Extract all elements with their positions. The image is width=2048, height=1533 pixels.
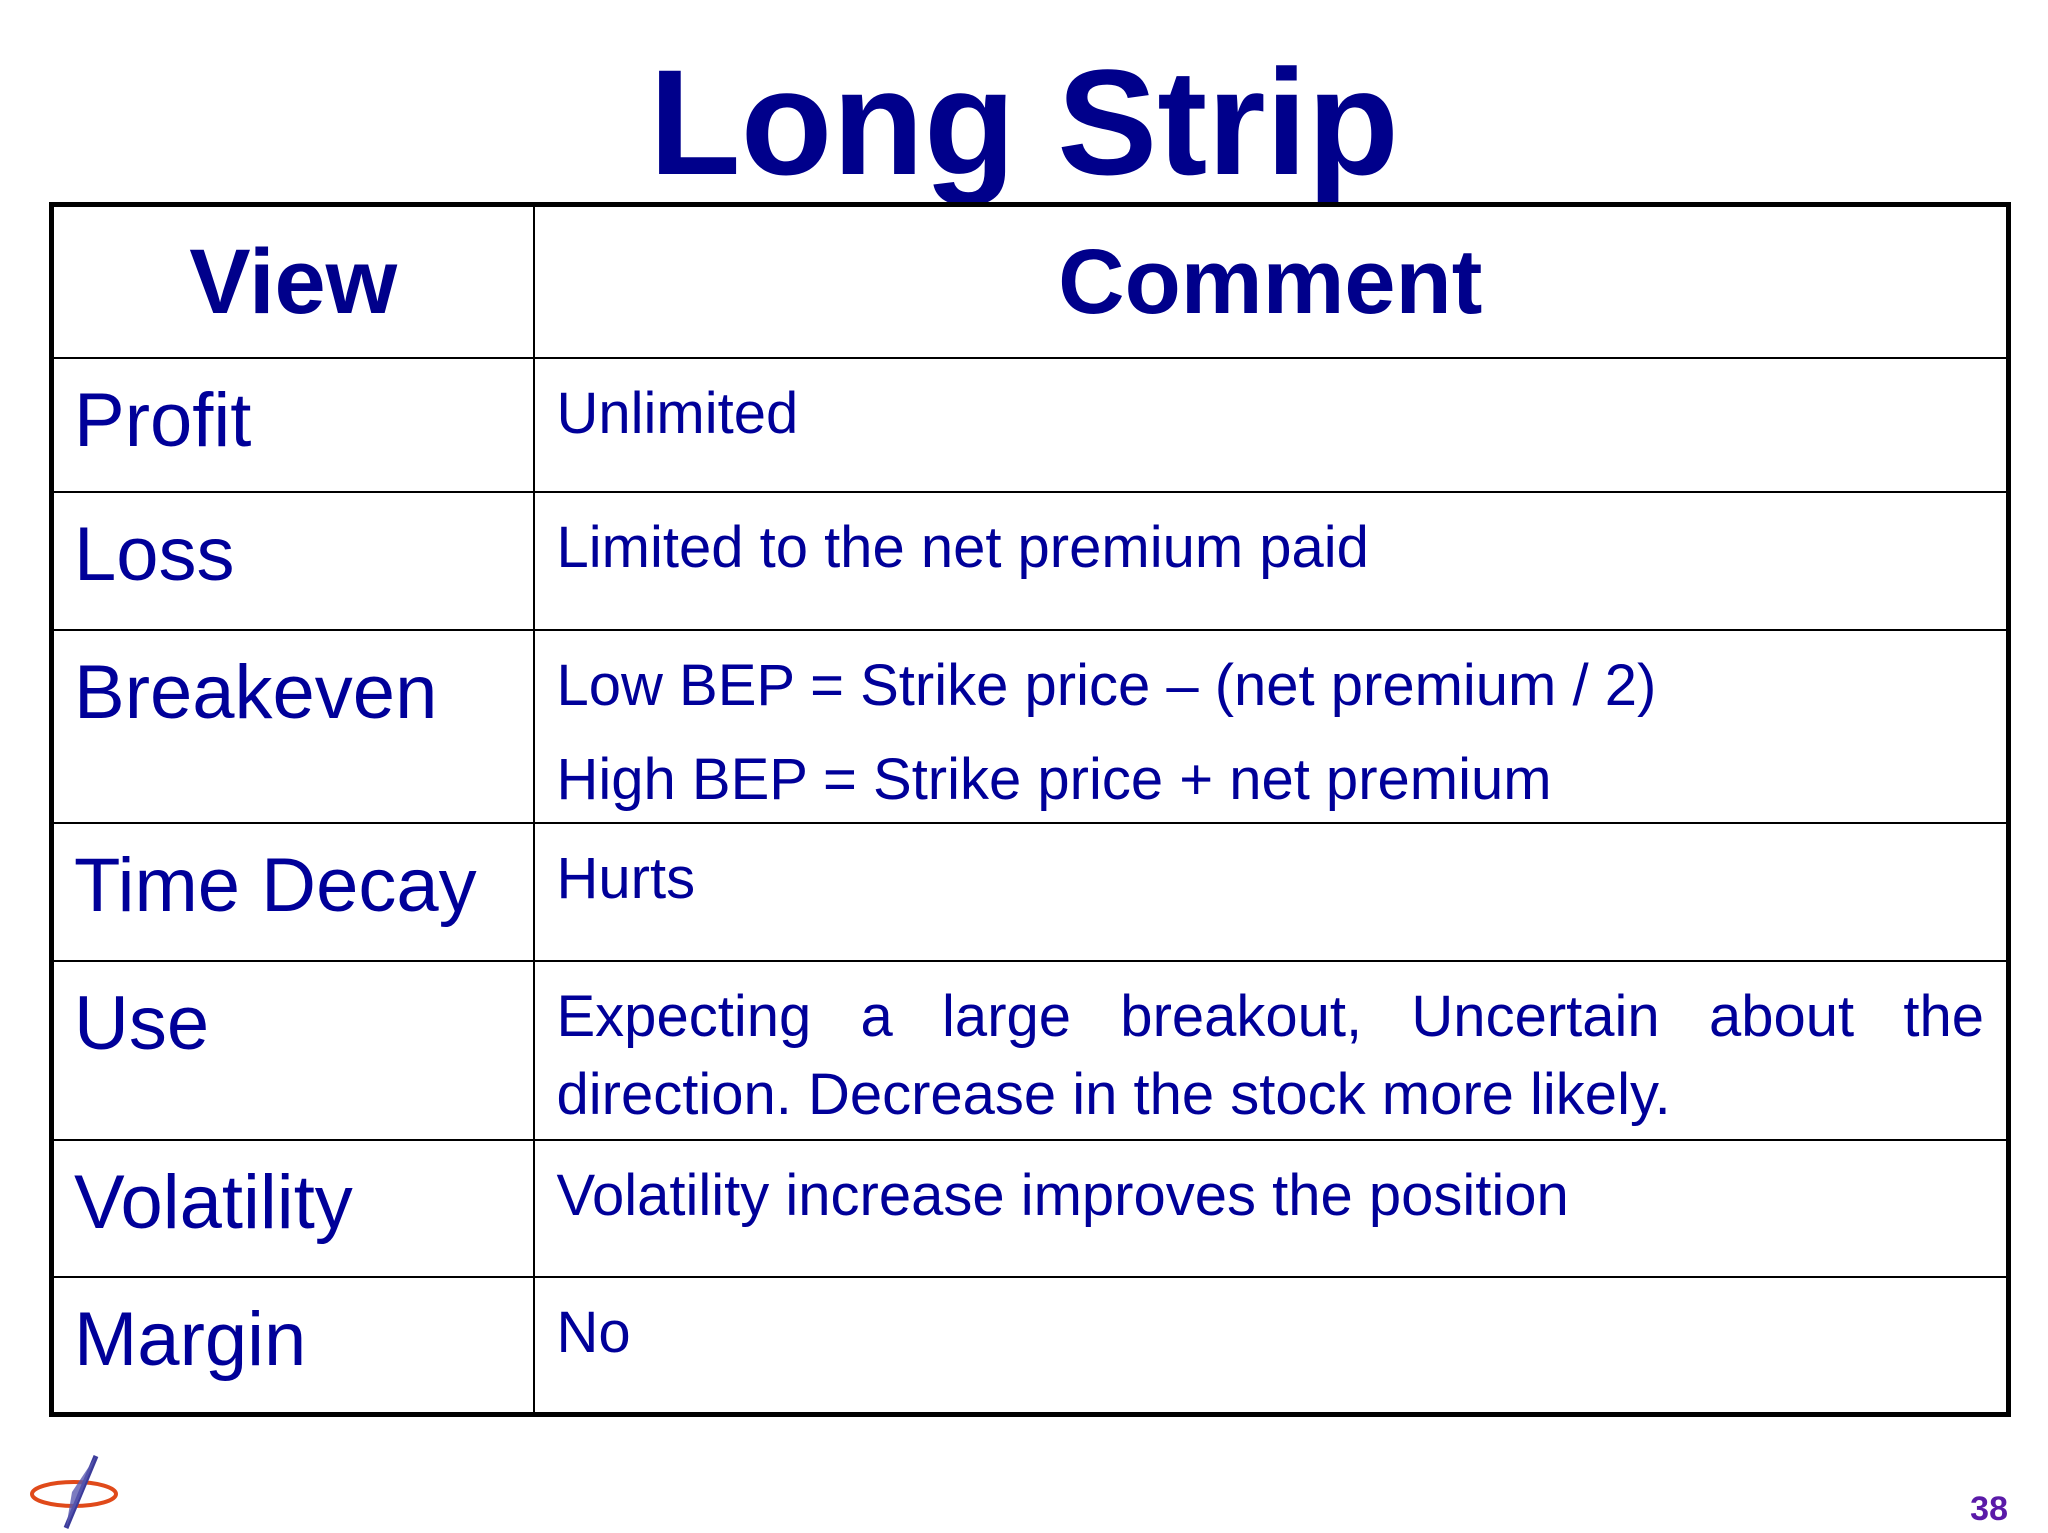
table-row: Use Expecting a large breakout, Uncertai…	[50, 959, 2010, 1141]
row-view-loss: Loss	[50, 490, 535, 631]
comment-line: Volatility increase improves the positio…	[556, 1162, 1569, 1228]
table-row: Breakeven Low BEP = Strike price – (net …	[50, 628, 2010, 825]
row-comment-margin: No	[532, 1276, 2010, 1416]
table-header-row: View Comment	[50, 203, 2010, 360]
comment-line: Limited to the net premium paid	[556, 514, 1369, 580]
table-row: Profit Unlimited	[50, 357, 2010, 493]
page-title: Long Strip	[649, 38, 1399, 206]
comment-line-high-bep: High BEP = Strike price + net premium	[556, 746, 1552, 812]
row-comment-volatility: Volatility increase improves the positio…	[532, 1138, 2010, 1279]
comment-line-low-bep: Low BEP = Strike price – (net premium / …	[556, 652, 1657, 718]
row-comment-loss: Limited to the net premium paid	[532, 490, 2010, 631]
header-view: View	[50, 203, 535, 360]
comment-line: No	[556, 1300, 631, 1366]
row-view-breakeven: Breakeven	[50, 628, 535, 825]
strategy-table: View Comment Profit Unlimited Loss Limit…	[49, 202, 2011, 1417]
table-row: Loss Limited to the net premium paid	[50, 490, 2010, 631]
row-comment-breakeven: Low BEP = Strike price – (net premium / …	[532, 628, 2010, 825]
comment-line: Unlimited	[556, 381, 799, 447]
table-row: Volatility Volatility increase improves …	[50, 1138, 2010, 1279]
page-number: 38	[1970, 1490, 2008, 1528]
row-view-time-decay: Time Decay	[50, 822, 535, 962]
row-comment-time-decay: Hurts	[532, 822, 2010, 962]
table-row: Margin No	[50, 1276, 2010, 1416]
row-comment-profit: Unlimited	[532, 357, 2010, 493]
row-view-volatility: Volatility	[50, 1138, 535, 1279]
compass-star-logo-icon	[30, 1455, 118, 1529]
comment-line: Hurts	[556, 846, 696, 912]
table-row: Time Decay Hurts	[50, 822, 2010, 962]
comment-line: Expecting a large breakout, Uncertain ab…	[556, 983, 1985, 1127]
row-comment-use: Expecting a large breakout, Uncertain ab…	[532, 959, 2010, 1141]
row-view-profit: Profit	[50, 357, 535, 493]
header-comment: Comment	[532, 203, 2010, 360]
row-view-margin: Margin	[50, 1276, 535, 1416]
row-view-use: Use	[50, 959, 535, 1141]
